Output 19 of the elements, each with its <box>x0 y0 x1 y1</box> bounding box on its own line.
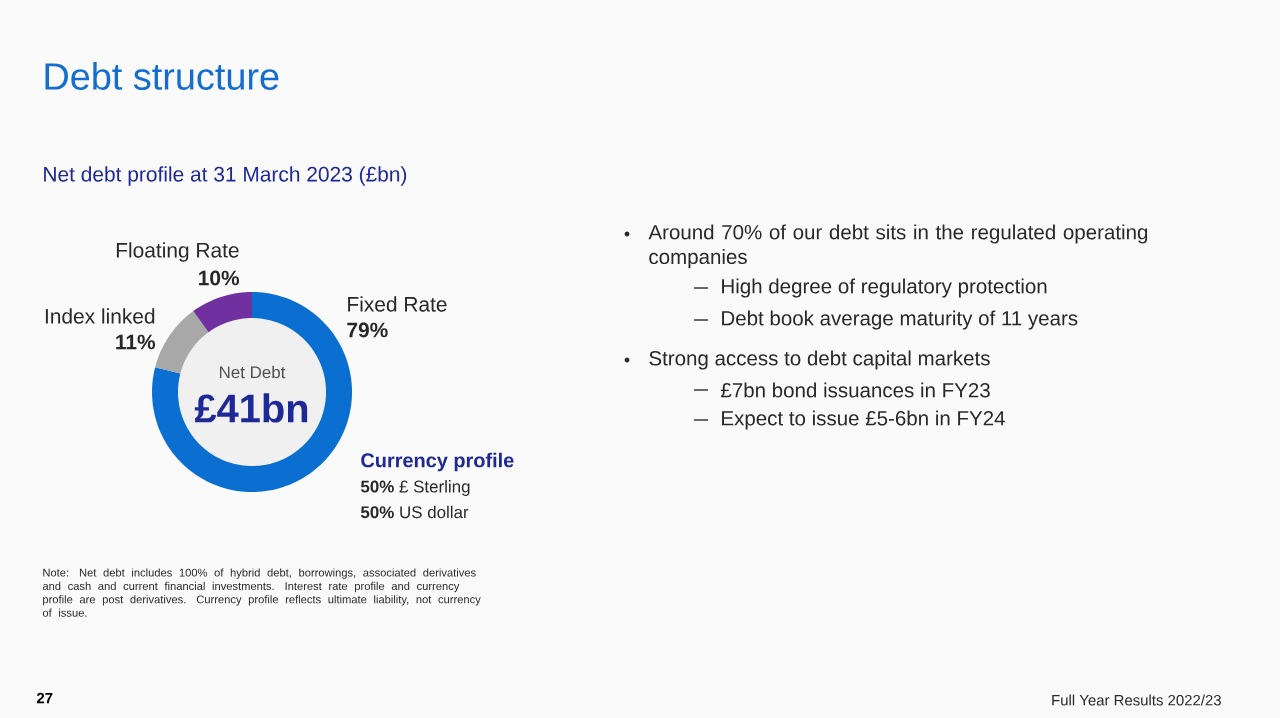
data-label: 11% <box>116 334 156 350</box>
text: 50% £ Sterling <box>360 480 470 496</box>
text: Strong access to debt capital markets <box>649 350 990 370</box>
text: 50% US dollar <box>360 505 469 519</box>
text: Debt book average maturity of 11 years <box>722 310 1078 330</box>
text: Around 70% of our debt sits in the regulated operating companies <box>648 224 1148 269</box>
chart-title: Debt structure <box>45 62 279 90</box>
chart-subtitle: Net debt profile at 31 March 2023 (£bn) <box>44 166 407 186</box>
text: Expect to issue £5-6bn in FY24 <box>722 410 1005 430</box>
text: £7bn bond issuances in FY23 <box>721 382 990 398</box>
text: £41bn <box>194 393 308 423</box>
slice-label: Floating Rate <box>116 242 239 262</box>
text: High degree of regulatory protection <box>722 278 1047 298</box>
data-label: 10% <box>199 270 240 286</box>
slice-label: Fixed Rate <box>348 296 447 312</box>
data-label: 79% <box>347 322 388 338</box>
slice-label: Index linked <box>45 308 155 324</box>
text: Net Debt <box>219 365 286 379</box>
text: Currency profile <box>361 452 514 472</box>
